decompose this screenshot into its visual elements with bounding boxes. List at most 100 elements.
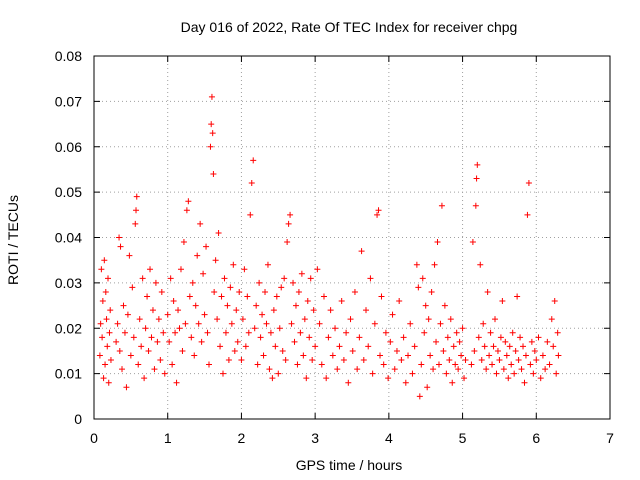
data-point (334, 366, 341, 373)
data-point (204, 329, 211, 336)
data-point (198, 338, 205, 345)
data-point (508, 361, 515, 368)
data-point (294, 361, 301, 368)
data-points (96, 93, 562, 400)
data-point (298, 270, 305, 277)
data-point (195, 320, 202, 327)
data-point (484, 288, 491, 295)
data-point (288, 320, 295, 327)
data-point (257, 334, 264, 341)
data-point (358, 248, 365, 255)
data-point (527, 361, 534, 368)
data-point (231, 347, 238, 354)
data-point (398, 357, 405, 364)
data-point (260, 352, 267, 359)
data-point (407, 320, 414, 327)
data-point (351, 288, 358, 295)
data-point (172, 329, 179, 336)
data-point (455, 366, 462, 373)
data-point (345, 379, 352, 386)
data-point (521, 379, 528, 386)
data-point (338, 298, 345, 305)
data-point (356, 334, 363, 341)
data-point (487, 329, 494, 336)
data-point (316, 320, 323, 327)
data-point (422, 302, 429, 309)
data-point (215, 229, 222, 236)
data-point (443, 370, 450, 377)
data-point (282, 357, 289, 364)
data-point (96, 352, 103, 359)
data-point (127, 352, 134, 359)
data-point (99, 334, 106, 341)
x-tick-labels: 0 1 2 3 4 5 6 7 (90, 430, 614, 446)
data-point (201, 311, 208, 318)
data-point (239, 316, 246, 323)
data-point (148, 334, 155, 341)
data-point (446, 357, 453, 364)
data-point (136, 316, 143, 323)
data-point (535, 334, 542, 341)
data-point (473, 175, 480, 182)
data-point (129, 284, 136, 291)
data-point (471, 347, 478, 354)
data-point (396, 298, 403, 305)
data-point (369, 370, 376, 377)
data-point (200, 270, 207, 277)
data-point (182, 320, 189, 327)
data-point (192, 302, 199, 309)
y-tick-label: 0.07 (55, 93, 82, 109)
data-point (254, 361, 261, 368)
data-point (425, 316, 432, 323)
data-point (515, 357, 522, 364)
data-point (409, 370, 416, 377)
data-point (300, 352, 307, 359)
data-point (217, 343, 224, 350)
data-point (221, 275, 228, 282)
data-point (492, 316, 499, 323)
data-point (138, 343, 145, 350)
data-point (415, 284, 422, 291)
data-point (424, 384, 431, 391)
data-point (208, 93, 215, 100)
data-point (155, 316, 162, 323)
data-point (363, 307, 370, 314)
data-point (480, 320, 487, 327)
data-point (147, 266, 154, 273)
data-point (144, 293, 151, 300)
grid-lines (94, 56, 610, 419)
data-point (371, 320, 378, 327)
data-point (481, 343, 488, 350)
data-point (318, 361, 325, 368)
data-point (347, 316, 354, 323)
chart-title: Day 016 of 2022, Rate Of TEC Index for r… (181, 19, 518, 35)
data-point (102, 361, 109, 368)
x-tick-label: 2 (238, 430, 246, 446)
y-tick-label: 0.03 (55, 275, 82, 291)
data-point (262, 288, 269, 295)
data-point (247, 211, 254, 218)
data-point (520, 343, 527, 350)
data-point (263, 320, 270, 327)
data-point (120, 302, 127, 309)
data-point (105, 275, 112, 282)
data-point (367, 275, 374, 282)
data-point (266, 366, 273, 373)
data-point (375, 207, 382, 214)
data-point (377, 352, 384, 359)
data-point (360, 357, 367, 364)
data-point (132, 220, 139, 227)
data-point (123, 384, 130, 391)
x-tick-label: 4 (385, 430, 393, 446)
y-tick-labels: 0 0.01 0.02 0.03 0.04 0.05 0.06 0.07 0.08 (55, 48, 82, 427)
data-point (197, 220, 204, 227)
x-tick-label: 0 (90, 430, 98, 446)
data-point (551, 298, 558, 305)
data-point (264, 261, 271, 268)
data-point (307, 275, 314, 282)
data-point (309, 357, 316, 364)
data-point (273, 293, 280, 300)
data-point (474, 161, 481, 168)
data-point (418, 361, 425, 368)
data-point (427, 352, 434, 359)
